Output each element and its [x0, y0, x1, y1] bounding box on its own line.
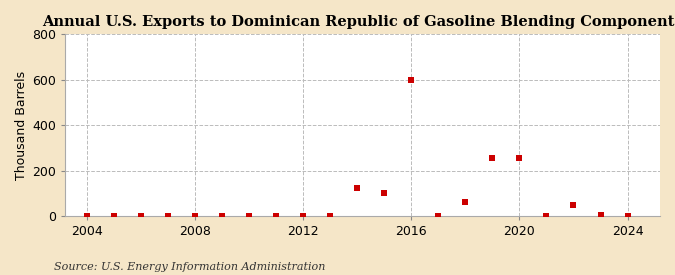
Point — [217, 214, 227, 218]
Point — [298, 214, 308, 218]
Point — [406, 78, 416, 82]
Point — [244, 214, 254, 218]
Point — [136, 214, 146, 218]
Point — [460, 200, 470, 205]
Point — [433, 214, 443, 218]
Point — [487, 156, 497, 160]
Point — [325, 214, 335, 218]
Point — [109, 214, 119, 218]
Point — [82, 214, 92, 218]
Point — [568, 202, 579, 207]
Point — [595, 213, 606, 217]
Title: Annual U.S. Exports to Dominican Republic of Gasoline Blending Components: Annual U.S. Exports to Dominican Republi… — [43, 15, 675, 29]
Point — [541, 214, 552, 218]
Text: Source: U.S. Energy Information Administration: Source: U.S. Energy Information Administ… — [54, 262, 325, 272]
Point — [514, 156, 524, 160]
Y-axis label: Thousand Barrels: Thousand Barrels — [15, 71, 28, 180]
Point — [379, 191, 389, 196]
Point — [163, 214, 173, 218]
Point — [622, 214, 633, 218]
Point — [190, 214, 200, 218]
Point — [352, 185, 362, 190]
Point — [271, 214, 281, 218]
